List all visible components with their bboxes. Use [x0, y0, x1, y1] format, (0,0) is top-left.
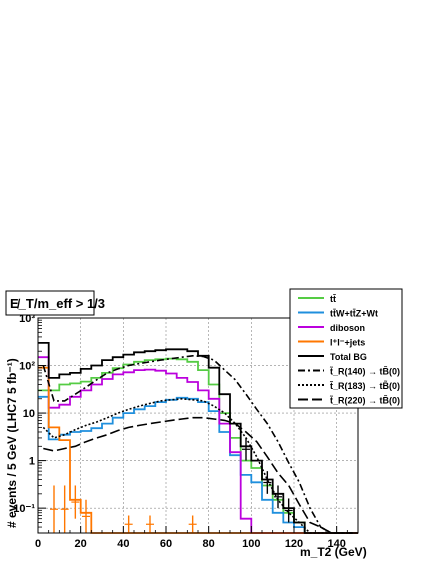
legend-label-3: l⁺l⁻+jets	[330, 338, 365, 348]
y-tick-label: 10³	[19, 313, 35, 325]
chart-title: E̸_T/m_eff > 1/3	[10, 296, 105, 311]
x-axis-label: m_T2 (GeV)	[300, 545, 367, 559]
legend-box	[289, 288, 403, 409]
x-tick-label: 40	[117, 538, 129, 550]
axis-ticks: 0 20 40 60 80 100 120 140 10³ 10² 10 1 10⁻¹	[13, 313, 348, 550]
y-tick-label: 10	[23, 408, 35, 420]
legend-label-0: tt̄	[330, 294, 336, 304]
legend-label-6: t̃_R(183) → tB̃(0)	[329, 380, 400, 391]
series-line-7	[43, 416, 353, 534]
y-tick-label: 10²	[19, 361, 35, 373]
x-tick-label: 60	[160, 538, 172, 550]
legend: tt̄ tt̄W+tt̄Z+Wt diboson l⁺l⁻+jets Total BG t…	[289, 288, 403, 409]
series-line-1	[38, 395, 358, 534]
error-bars-layer	[50, 437, 293, 533]
series-line-6	[42, 397, 353, 534]
title-box: E̸_T/m_eff > 1/3	[5, 290, 105, 316]
legend-label-1: tt̄W+tt̄Z+Wt	[330, 309, 378, 319]
x-tick-label: 20	[75, 538, 87, 550]
y-tick-label: 1	[29, 456, 35, 468]
y-tick-label: 10⁻¹	[13, 503, 35, 515]
legend-label-2: diboson	[330, 323, 365, 333]
x-tick-label: 80	[203, 538, 215, 550]
series-line-5	[42, 354, 353, 534]
legend-label-5: t̃_R(140) → tB̃(0)	[329, 366, 400, 377]
x-tick-label: 100	[242, 538, 260, 550]
series-line-4	[38, 342, 358, 534]
legend-label-4: Total BG	[330, 352, 367, 362]
y-axis-label: # events / 5 GeV (LHC7 5 fb⁻¹)	[5, 358, 19, 528]
x-tick-label: 140	[327, 538, 345, 550]
x-tick-label: 0	[35, 538, 41, 550]
legend-label-7: t̃_R(220) → tB̃(0)	[329, 395, 400, 406]
x-tick-label: 120	[285, 538, 303, 550]
